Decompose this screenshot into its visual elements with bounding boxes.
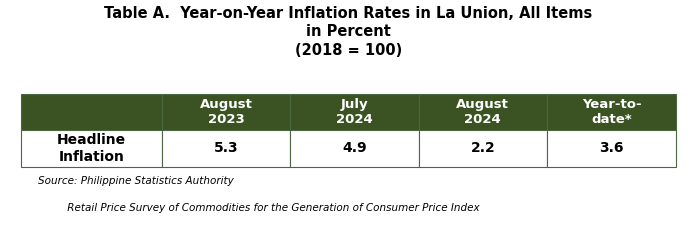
Text: August
2023: August 2023 (199, 98, 252, 126)
Text: Table A.  Year-on-Year Inflation Rates in La Union, All Items: Table A. Year-on-Year Inflation Rates in… (105, 6, 592, 21)
Text: Headline
Inflation: Headline Inflation (56, 133, 126, 164)
Text: August
2024: August 2024 (457, 98, 510, 126)
Text: Year-to-
date*: Year-to- date* (582, 98, 641, 126)
Text: 2.2: 2.2 (470, 141, 495, 155)
Bar (290, 94, 419, 130)
Bar (162, 94, 290, 130)
Text: (2018 = 100): (2018 = 100) (295, 43, 402, 58)
Bar (290, 130, 419, 167)
Bar (419, 130, 547, 167)
Text: 5.3: 5.3 (214, 141, 238, 155)
Text: July
2024: July 2024 (336, 98, 373, 126)
Bar (419, 94, 547, 130)
Text: 3.6: 3.6 (599, 141, 624, 155)
Bar (21, 130, 162, 167)
Bar (21, 94, 162, 130)
Bar (547, 130, 676, 167)
Text: Retail Price Survey of Commodities for the Generation of Consumer Price Index: Retail Price Survey of Commodities for t… (38, 203, 480, 213)
Text: Source: Philippine Statistics Authority: Source: Philippine Statistics Authority (38, 176, 234, 186)
Text: 4.9: 4.9 (342, 141, 367, 155)
Text: in Percent: in Percent (306, 24, 391, 39)
Bar (162, 130, 290, 167)
Bar (547, 94, 676, 130)
